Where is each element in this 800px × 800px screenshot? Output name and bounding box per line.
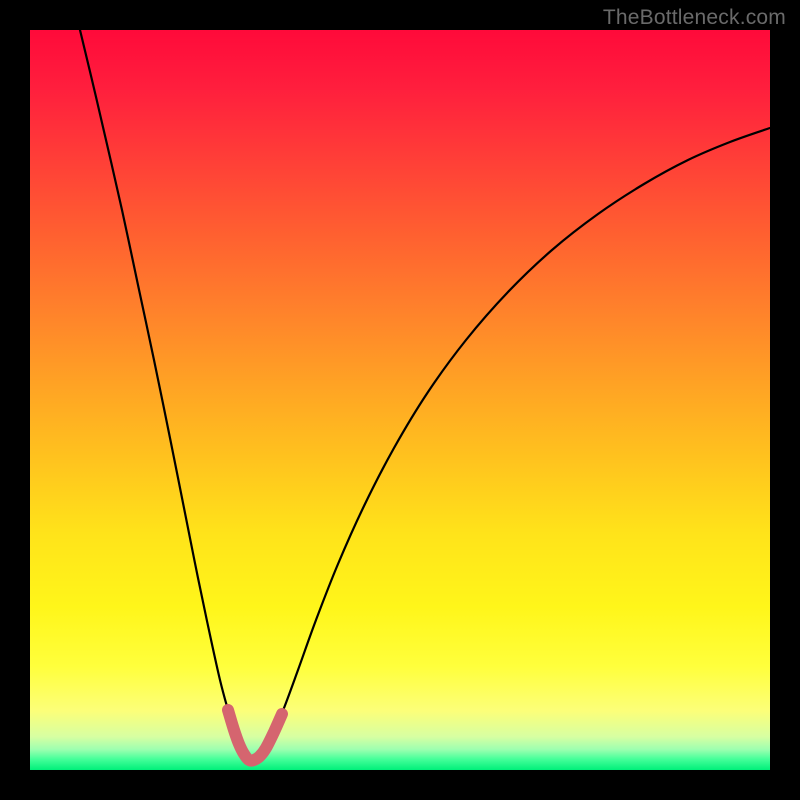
plot-background: [30, 30, 770, 770]
watermark-text: TheBottleneck.com: [603, 6, 786, 30]
chart-frame: TheBottleneck.com: [0, 0, 800, 800]
bottleneck-chart: [0, 0, 800, 800]
